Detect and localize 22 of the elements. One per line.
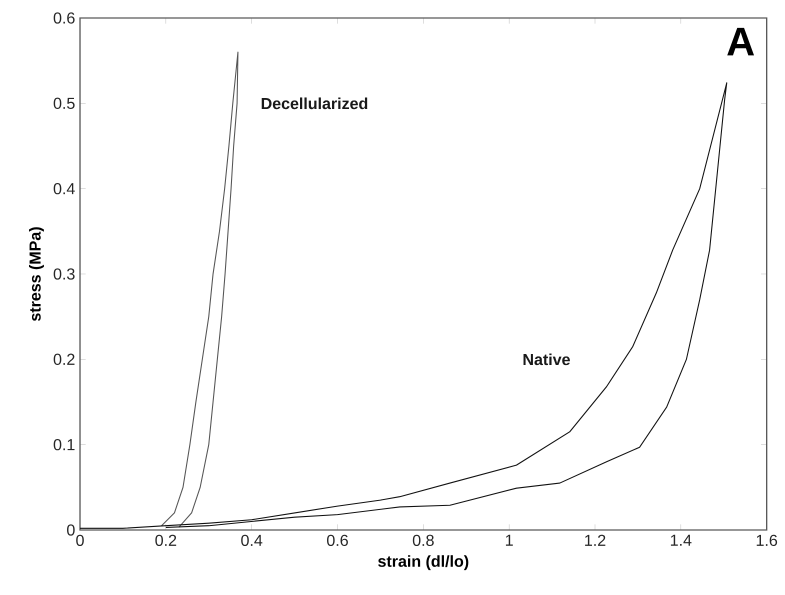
x-tick-label: 0 <box>76 534 84 546</box>
y-tick-label: 0.3 <box>54 268 75 280</box>
line-series <box>161 52 238 528</box>
x-axis-title: strain (dl/lo) <box>378 555 468 570</box>
x-tick-label: 0.6 <box>327 534 348 546</box>
x-tick-label: 0.2 <box>155 534 176 546</box>
x-tick-label: 1.4 <box>670 534 692 546</box>
annotation: A <box>727 28 754 56</box>
series-label: Decellularized <box>262 97 368 110</box>
y-tick-label: 0.2 <box>54 354 74 365</box>
y-tick-label: 0.1 <box>54 438 75 450</box>
x-tick-label: 1.2 <box>585 534 606 546</box>
x-tick-label: 1.6 <box>756 534 778 546</box>
text: Native <box>524 353 570 366</box>
x-tick-label: 1 <box>506 534 513 546</box>
y-tick-label: 0.5 <box>54 98 75 109</box>
y-tick-label: 0 <box>67 524 75 536</box>
y-tick-label: 0.4 <box>54 182 75 194</box>
y-tick-label: 0.6 <box>54 12 75 24</box>
y-axis-title: stress (MPa) <box>28 227 44 321</box>
x-tick-label: 0.4 <box>241 534 262 546</box>
x-tick-label: 0.8 <box>412 534 434 546</box>
